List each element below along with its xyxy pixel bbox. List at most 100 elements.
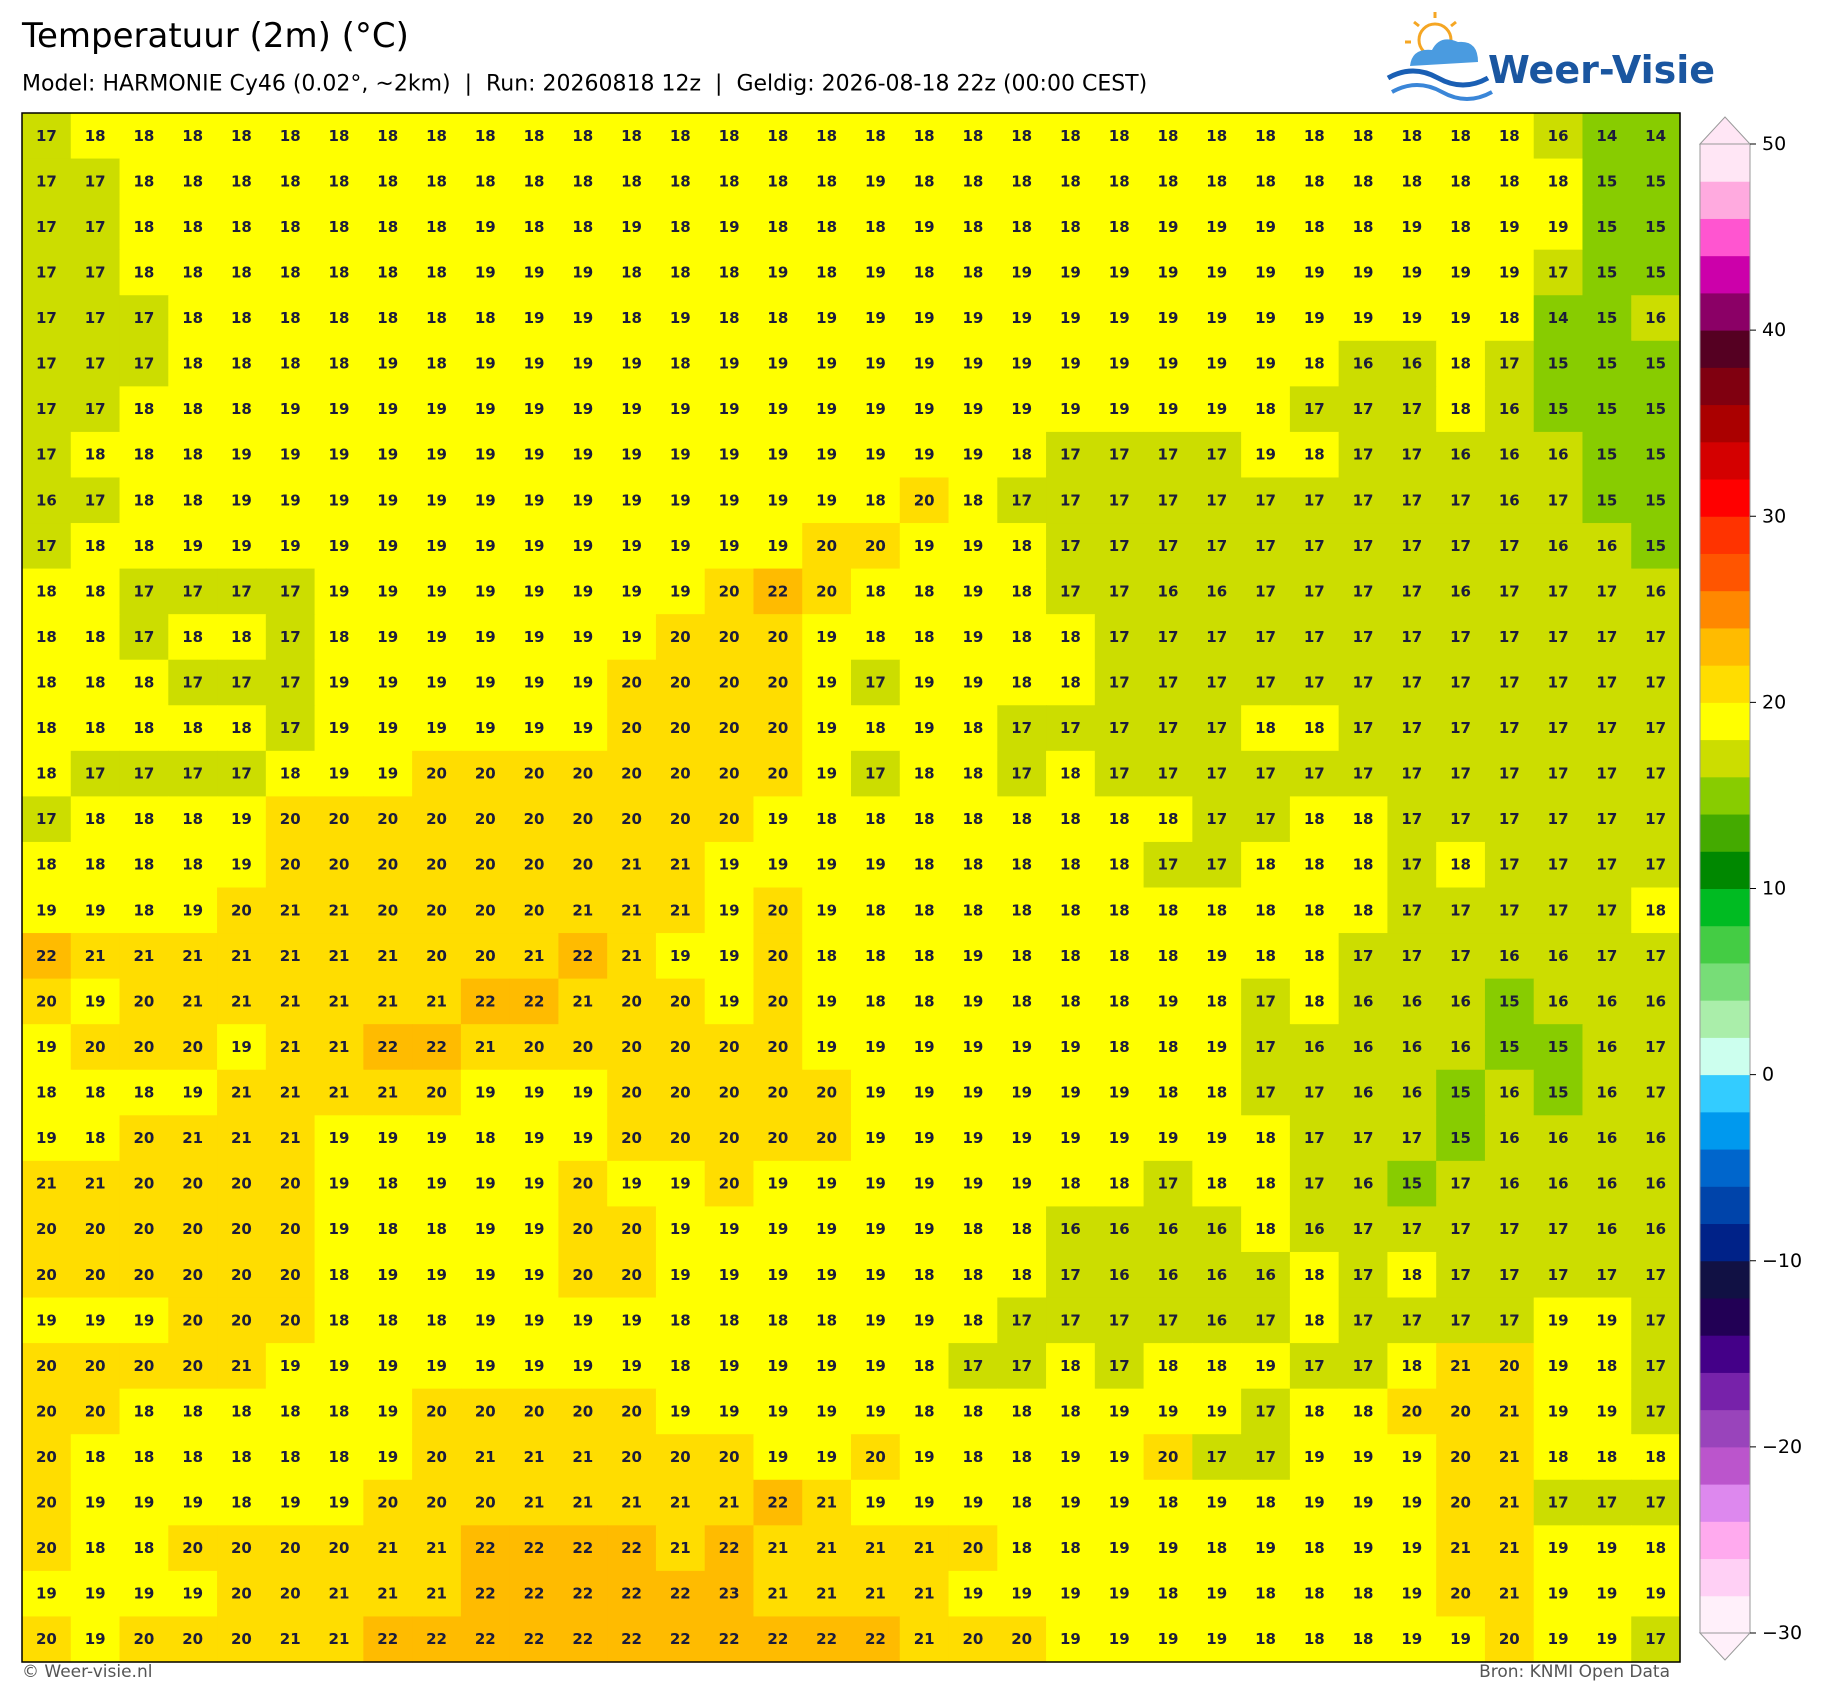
- temperature-cell: [22, 431, 72, 479]
- temperature-label: 18: [426, 309, 447, 327]
- temperature-label: 17: [1158, 673, 1179, 691]
- temperature-cell: [314, 340, 364, 387]
- temperature-label: 20: [719, 1038, 740, 1056]
- temperature-cell: [1631, 796, 1681, 843]
- temperature-label: 19: [329, 765, 350, 783]
- temperature-label: 18: [329, 1402, 350, 1420]
- temperature-label: 17: [1060, 1311, 1081, 1329]
- temperature-label: 18: [1353, 901, 1374, 919]
- temperature-label: 19: [475, 1220, 496, 1238]
- temperature-label: 21: [36, 1175, 57, 1193]
- temperature-label: 17: [1304, 673, 1325, 691]
- colorbar-arrow-top: [1698, 116, 1752, 145]
- temperature-label: 19: [914, 1084, 935, 1102]
- temperature-label: 18: [1060, 810, 1081, 828]
- temperature-cell: [22, 386, 72, 433]
- temperature-label: 20: [329, 856, 350, 874]
- temperature-label: 18: [426, 355, 447, 373]
- temperature-cell: [460, 659, 511, 706]
- temperature-label: 19: [475, 673, 496, 691]
- temperature-label: 22: [475, 992, 496, 1010]
- temperature-label: 19: [1255, 1539, 1276, 1557]
- temperature-cell: [363, 158, 413, 205]
- temperature-label: 17: [1401, 719, 1422, 737]
- temperature-label: 19: [1011, 1038, 1032, 1056]
- temperature-cell: [460, 431, 511, 479]
- temperature-label: 20: [426, 1448, 447, 1466]
- temperature-label: 18: [377, 1311, 398, 1329]
- temperature-cell: [265, 568, 316, 615]
- temperature-label: 19: [1499, 218, 1520, 236]
- temperature-label: 22: [377, 1038, 398, 1056]
- temperature-label: 20: [377, 856, 398, 874]
- temperature-label: 18: [524, 172, 545, 190]
- temperature-cell: [655, 431, 706, 479]
- colorbar-tick-label: −10: [1762, 1250, 1802, 1272]
- temperature-label: 18: [1450, 127, 1471, 145]
- temperature-label: 20: [621, 1038, 642, 1056]
- temperature-label: 17: [1548, 856, 1569, 874]
- temperature-cell: [899, 340, 950, 387]
- temperature-cell: [899, 523, 950, 570]
- temperature-label: 19: [914, 1220, 935, 1238]
- temperature-label: 19: [670, 537, 691, 555]
- temperature-label: 18: [133, 218, 154, 236]
- temperature-cell: [119, 659, 169, 706]
- temperature-cell: [1192, 523, 1242, 570]
- temperature-cell: [1143, 113, 1193, 160]
- temperature-cell: [460, 705, 511, 752]
- temperature-cell: [607, 659, 657, 706]
- temperature-label: 17: [962, 1357, 983, 1375]
- temperature-label: 19: [1255, 1357, 1276, 1375]
- temperature-label: 20: [133, 1175, 154, 1193]
- temperature-cell: [460, 841, 511, 889]
- temperature-label: 20: [719, 810, 740, 828]
- temperature-label: 20: [475, 1402, 496, 1420]
- temperature-label: 21: [670, 1539, 691, 1557]
- temperature-label: 18: [1304, 1311, 1325, 1329]
- colorbar-segment: [1700, 1409, 1750, 1448]
- temperature-label: 15: [1645, 263, 1666, 281]
- temperature-label: 17: [1499, 582, 1520, 600]
- colorbar-segment: [1700, 1446, 1750, 1485]
- temperature-cell: [1143, 659, 1193, 706]
- temperature-cell: [802, 295, 852, 342]
- temperature-label: 14: [1645, 127, 1666, 145]
- temperature-label: 16: [1645, 309, 1666, 327]
- temperature-label: 18: [1158, 1084, 1179, 1102]
- temperature-label: 15: [1596, 263, 1617, 281]
- temperature-cell: [1241, 158, 1291, 205]
- temperature-label: 19: [1206, 1585, 1227, 1603]
- temperature-label: 17: [1548, 1220, 1569, 1238]
- temperature-label: 21: [182, 947, 203, 965]
- temperature-cell: [1094, 158, 1145, 205]
- temperature-label: 18: [914, 1266, 935, 1284]
- temperature-label: 18: [231, 355, 252, 373]
- temperature-label: 19: [670, 1266, 691, 1284]
- temperature-label: 18: [280, 1448, 301, 1466]
- temperature-label: 15: [1645, 355, 1666, 373]
- temperature-label: 19: [1596, 1402, 1617, 1420]
- temperature-label: 19: [1304, 263, 1325, 281]
- temperature-label: 17: [1353, 537, 1374, 555]
- temperature-label: 17: [1548, 673, 1569, 691]
- temperature-label: 20: [280, 1175, 301, 1193]
- temperature-cell: [119, 386, 169, 433]
- temperature-label: 18: [621, 309, 642, 327]
- temperature-label: 16: [1450, 446, 1471, 464]
- temperature-label: 17: [1255, 628, 1276, 646]
- temperature-cell: [168, 113, 218, 160]
- temperature-cell: [363, 568, 413, 615]
- temperature-label: 17: [280, 719, 301, 737]
- temperature-label: 16: [1596, 537, 1617, 555]
- temperature-label: 19: [767, 263, 788, 281]
- temperature-label: 22: [524, 1630, 545, 1648]
- temperature-label: 22: [377, 1630, 398, 1648]
- temperature-label: 18: [1304, 947, 1325, 965]
- temperature-label: 17: [133, 765, 154, 783]
- temperature-label: 18: [1011, 810, 1032, 828]
- temperature-label: 19: [1060, 1038, 1081, 1056]
- temperature-cell: [363, 614, 413, 661]
- temperature-label: 17: [1450, 673, 1471, 691]
- temperature-label: 18: [1304, 446, 1325, 464]
